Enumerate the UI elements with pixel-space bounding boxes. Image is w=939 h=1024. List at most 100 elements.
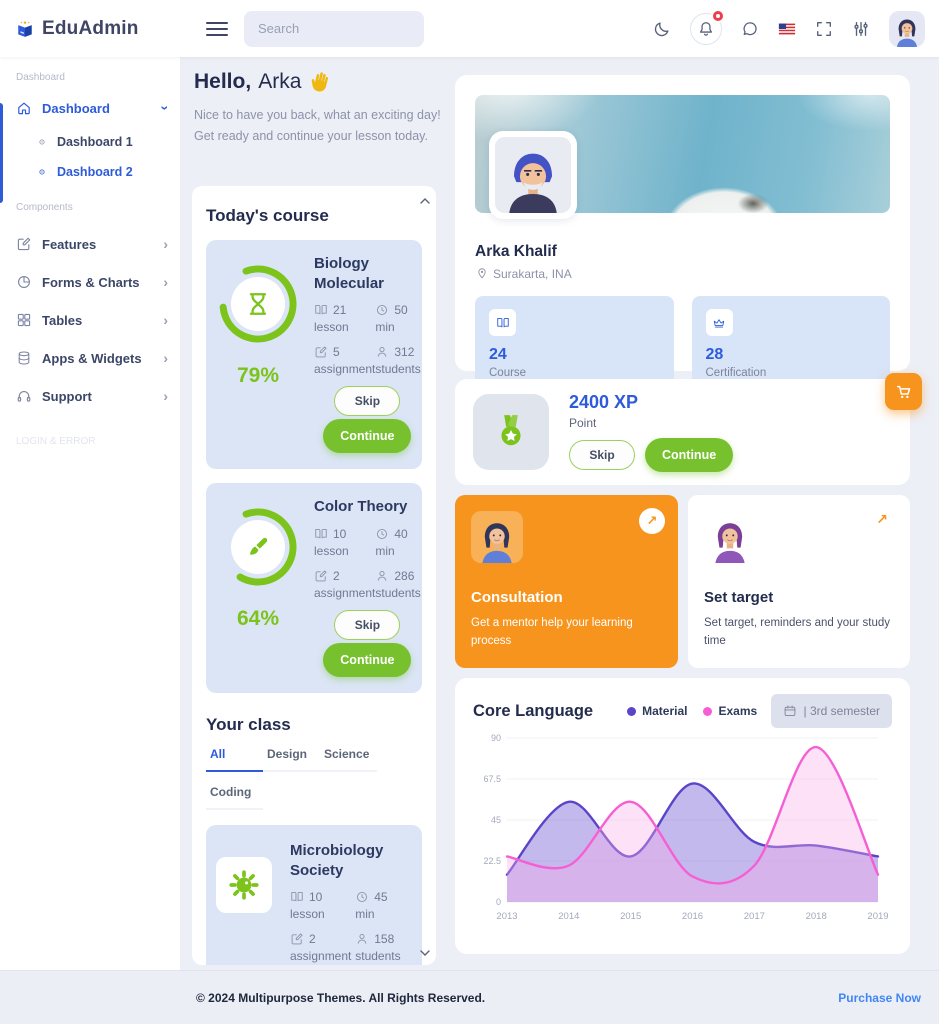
set-target-card[interactable]: ↗ Set target Set target, reminders and y… bbox=[688, 495, 910, 668]
skip-button[interactable]: Skip bbox=[569, 440, 635, 470]
chart-legend: Material Exams bbox=[627, 704, 757, 718]
today-course-panel: Today's course 79% Biology Molecular 21 l… bbox=[192, 186, 436, 965]
profile-stats: 24 Course 28 Certification bbox=[475, 296, 890, 392]
cart-icon bbox=[895, 383, 913, 401]
consultation-card[interactable]: ↗ Consultation Get a mentor help your le… bbox=[455, 495, 678, 668]
fullscreen-button[interactable] bbox=[815, 20, 833, 38]
search-input[interactable] bbox=[244, 10, 424, 47]
app-logo[interactable]: EduAdmin bbox=[0, 18, 180, 40]
tab-science[interactable]: Science bbox=[320, 747, 377, 772]
continue-button[interactable]: Continue bbox=[323, 419, 412, 453]
sidebar-item-apps-widgets[interactable]: Apps & Widgets › bbox=[0, 339, 180, 377]
course-name: Biology Molecular bbox=[314, 255, 385, 292]
avatar-man-icon bbox=[495, 137, 571, 213]
sidebar-item-dashboard-1[interactable]: Dashboard 1 bbox=[0, 127, 180, 157]
language-button[interactable] bbox=[778, 20, 796, 38]
sidebar-item-dashboard-2[interactable]: Dashboard 2 bbox=[0, 157, 180, 187]
scroll-up-arrow[interactable] bbox=[418, 190, 432, 209]
assignment-icon bbox=[290, 932, 304, 946]
moon-icon bbox=[653, 20, 671, 38]
consultation-title: Consultation bbox=[471, 589, 563, 606]
chevron-right-icon: › bbox=[163, 274, 168, 290]
open-set-target-arrow[interactable]: ↗ bbox=[870, 510, 894, 529]
sidebar-item-forms-charts[interactable]: Forms & Charts › bbox=[0, 263, 180, 301]
sidebar-section-dashboard: Dashboard bbox=[16, 72, 65, 83]
sidebar-item-dashboard[interactable]: Dashboard › bbox=[0, 89, 180, 127]
avatar-woman-icon bbox=[704, 511, 756, 563]
messages-button[interactable] bbox=[741, 20, 759, 38]
scroll-down-arrow[interactable] bbox=[418, 942, 432, 961]
certification-count-label: Certification bbox=[705, 367, 767, 379]
bell-icon bbox=[697, 20, 715, 38]
dark-mode-toggle[interactable] bbox=[653, 20, 671, 38]
crown-icon bbox=[705, 309, 733, 336]
sidebar-subitem-label: Dashboard 1 bbox=[57, 135, 133, 149]
calendar-icon bbox=[783, 704, 797, 718]
set-target-description: Set target, reminders and your study tim… bbox=[704, 617, 891, 647]
course-count: 24 bbox=[489, 346, 507, 363]
dot-circle-icon bbox=[36, 166, 48, 178]
skip-button[interactable]: Skip bbox=[334, 610, 401, 640]
chart-title: Core Language bbox=[473, 701, 594, 720]
course-name: Color Theory bbox=[314, 498, 408, 515]
sidebar-item-label: Dashboard bbox=[42, 100, 110, 116]
greeting-title: Hello, Arka bbox=[194, 70, 448, 94]
headset-icon bbox=[16, 388, 32, 404]
xp-value: 2400 XP bbox=[569, 392, 639, 412]
tab-all[interactable]: All bbox=[206, 747, 263, 772]
tab-design[interactable]: Design bbox=[263, 747, 320, 772]
certification-count: 28 bbox=[705, 346, 724, 363]
sidebar-item-label: Forms & Charts bbox=[42, 274, 140, 290]
clock-icon bbox=[375, 303, 389, 317]
profile-avatar bbox=[489, 131, 577, 219]
class-stats: 10 lesson 45 min 2 assignment 158 students bbox=[290, 890, 412, 963]
sliders-icon bbox=[852, 20, 870, 38]
greeting-line2: Get ready and continue your lesson today… bbox=[194, 129, 428, 144]
avatar-woman-icon bbox=[889, 11, 925, 47]
course-stat: 286 students bbox=[375, 569, 421, 600]
open-consultation-arrow[interactable]: ↗ bbox=[639, 508, 665, 534]
svg-text:2014: 2014 bbox=[558, 911, 579, 922]
svg-text:2015: 2015 bbox=[620, 911, 641, 922]
notifications-button[interactable] bbox=[690, 8, 725, 45]
tab-coding[interactable]: Coding bbox=[206, 785, 263, 810]
user-avatar[interactable] bbox=[889, 10, 925, 47]
semester-selector[interactable]: | 3rd semester bbox=[770, 694, 892, 728]
continue-button[interactable]: Continue bbox=[323, 643, 412, 677]
sidebar-item-support[interactable]: Support › bbox=[0, 377, 180, 415]
sidebar-item-label: Features bbox=[42, 236, 97, 252]
class-stat: 158 students bbox=[355, 932, 401, 963]
buy-now-floating-button[interactable] bbox=[885, 373, 922, 410]
skip-button[interactable]: Skip bbox=[334, 386, 401, 416]
chevron-right-icon: › bbox=[163, 350, 168, 366]
arrow-up-right-icon: ↗ bbox=[876, 511, 888, 527]
course-progress-col: 64% bbox=[216, 497, 306, 677]
class-name: Microbiology Society bbox=[290, 842, 384, 879]
sidebar: Dashboard Dashboard › Dashboard 1 Dashbo… bbox=[0, 57, 180, 970]
svg-text:2018: 2018 bbox=[806, 911, 827, 922]
profile-name: Arka Khalif bbox=[475, 243, 557, 260]
location-pin-icon bbox=[475, 267, 489, 281]
purchase-now-link[interactable]: Purchase Now bbox=[838, 990, 921, 1005]
sidebar-item-tables[interactable]: Tables › bbox=[0, 301, 180, 339]
course-stat: 40 min bbox=[375, 527, 408, 558]
chevron-right-icon: › bbox=[163, 236, 168, 252]
students-icon bbox=[375, 569, 389, 583]
hamburger-menu-button[interactable] bbox=[206, 20, 228, 38]
class-stat: 45 min bbox=[355, 890, 388, 921]
lesson-icon bbox=[314, 303, 328, 317]
core-language-chart: 0 22.5 45 67.5 90 2013 2014 2015 2016 2017 2018 201… bbox=[483, 733, 888, 922]
sidebar-item-features[interactable]: Features › bbox=[0, 225, 180, 263]
core-language-card: Core Language Material Exams | 3rd semes… bbox=[455, 678, 910, 954]
dot-circle-icon bbox=[36, 136, 48, 148]
class-body: Microbiology Society 10 lesson 45 min 2 ass… bbox=[290, 841, 412, 963]
pie-chart-icon bbox=[16, 274, 32, 290]
certification-stat-box: 28 Certification bbox=[691, 296, 890, 392]
legend-material: Material bbox=[627, 704, 687, 718]
consultation-description: Get a mentor help your learning process bbox=[471, 617, 633, 647]
chevron-down-icon: › bbox=[157, 105, 174, 111]
students-icon bbox=[355, 932, 369, 946]
settings-button[interactable] bbox=[852, 20, 870, 38]
continue-button[interactable]: Continue bbox=[645, 438, 734, 472]
class-card-microbiology: Microbiology Society 10 lesson 45 min 2 ass… bbox=[206, 825, 422, 965]
